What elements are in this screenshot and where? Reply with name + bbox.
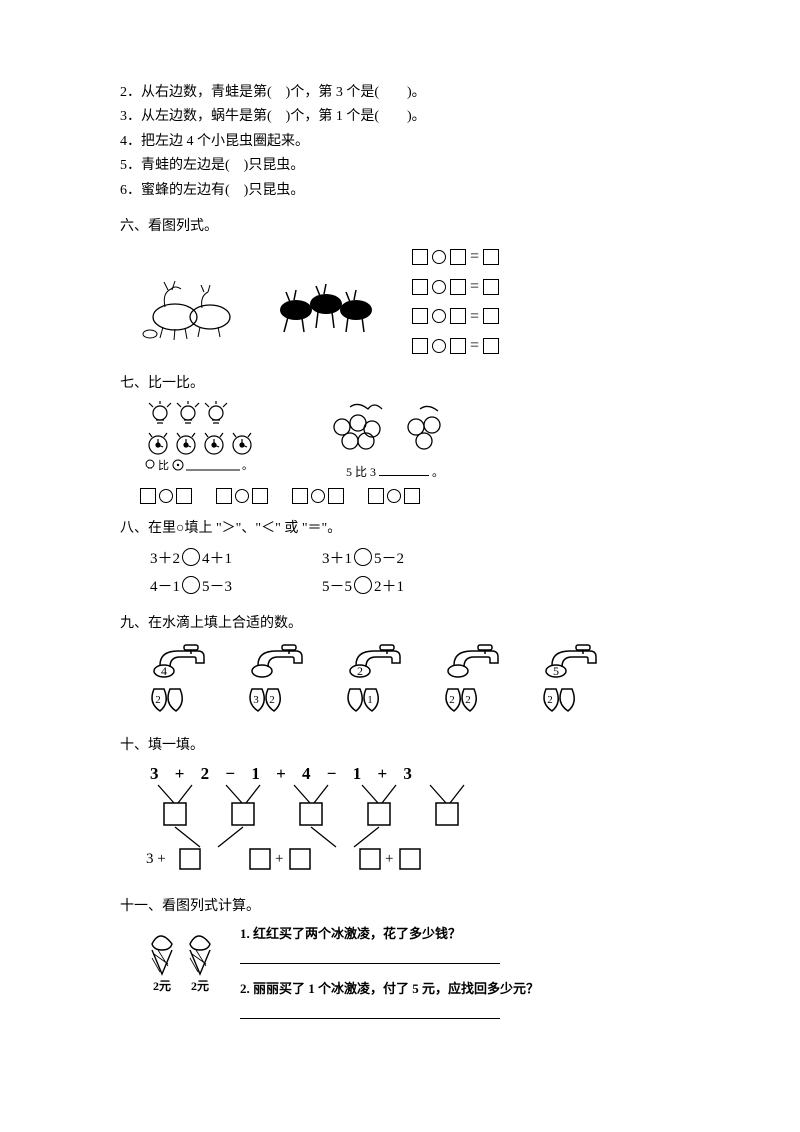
svg-text:比: 比 (158, 459, 169, 471)
cmp-cell: 4－15－3 (150, 575, 232, 599)
svg-text:+: + (385, 851, 393, 867)
cmp-cell: 5－52＋1 (322, 575, 404, 599)
question-5: 5．青蛙的左边是( )只昆虫。 (120, 155, 680, 177)
section-ten-title: 十、填一填。 (120, 735, 680, 757)
grapes (320, 401, 470, 459)
equation-stack: = = = = (412, 244, 499, 358)
svg-text:2: 2 (155, 694, 161, 706)
svg-text:4: 4 (161, 664, 167, 678)
chain-diagram: 3 + 2 − 1 + 4 − 1 + 3 3 (140, 763, 500, 873)
faucet-5: 5 2 (532, 641, 622, 721)
faucet-1: 4 2 (140, 641, 230, 721)
svg-text:2: 2 (449, 694, 455, 706)
question-6: 6．蜜蜂的左边有( )只昆虫。 (120, 180, 680, 202)
faucet-4: 2 2 (434, 641, 524, 721)
cmp-cell: 3＋24＋1 (150, 547, 232, 571)
icecream-pair: 2元 2元 (140, 924, 230, 1004)
question-3: 3．从左边数，蜗牛是第( )个，第 1 个是( )。 (120, 106, 680, 128)
eleven-q2: 2. 丽丽买了 1 个冰激凌，付了 5 元，应找回多少元？ (240, 979, 680, 1000)
caption-5v3: 5 比 3 (346, 465, 376, 479)
eleven-q1: 1. 红红买了两个冰激凌，花了多少钱？ (240, 924, 680, 945)
section-eleven-body: 2元 2元 1. 红红买了两个冰激凌，花了多少钱？ 2. 丽丽买了 1 个冰激凌… (140, 924, 680, 1025)
eq-line: = (412, 333, 499, 359)
cmp-cell: 3＋15－2 (322, 547, 404, 571)
question-2: 2．从右边数，青蛙是第( )个，第 3 个是( )。 (120, 82, 680, 104)
svg-text:3 +: 3 + (146, 851, 166, 867)
section-ten-figure: 3 + 2 − 1 + 4 − 1 + 3 3 (140, 763, 680, 881)
svg-text:2: 2 (465, 694, 471, 706)
section-six-title: 六、看图列式。 (120, 216, 680, 238)
section-six-figure: = = = = (130, 244, 680, 358)
eq-line: = (412, 304, 499, 330)
svg-text:。: 。 (242, 460, 253, 471)
svg-text:+: + (275, 851, 283, 867)
svg-text:2元: 2元 (153, 979, 171, 993)
section-nine-title: 九、在水滴上填上合适的数。 (120, 613, 680, 635)
bulbs-clocks: 比 。 (140, 401, 280, 471)
svg-text:1: 1 (367, 694, 373, 706)
faucet-3: 2 1 (336, 641, 426, 721)
svg-text:2元: 2元 (191, 979, 209, 993)
svg-text:2: 2 (269, 694, 275, 706)
svg-text:2: 2 (547, 694, 553, 706)
section-eight-title: 八、在里○填上 "＞"、"＜" 或 "＝"。 (120, 518, 680, 540)
question-4: 4．把左边 4 个小昆虫圈起来。 (120, 131, 680, 153)
period: 。 (432, 465, 444, 479)
svg-text:3: 3 (253, 694, 259, 706)
svg-text:5: 5 (553, 664, 559, 678)
section-seven-title: 七、比一比。 (120, 373, 680, 395)
deer-group-left (130, 262, 250, 342)
section-eleven-title: 十一、看图列式计算。 (120, 896, 680, 918)
deer-group-right (266, 262, 396, 342)
svg-text:3 + 2 − 1 + 4 − 1 + 3: 3 + 2 − 1 + 4 − 1 + 3 (150, 764, 418, 783)
section-eight-grid: 3＋24＋1 3＋15－2 4－15－3 5－52＋1 (150, 547, 680, 599)
worksheet-page: 2．从右边数，青蛙是第( )个，第 3 个是( )。 3．从左边数，蜗牛是第( … (0, 0, 800, 1065)
section-nine-faucets: 4 2 3 2 2 (140, 641, 680, 721)
svg-text:2: 2 (357, 664, 363, 678)
eq-line: = (412, 274, 499, 300)
faucet-2: 3 2 (238, 641, 328, 721)
compare-caption-right: 5 比 3 。 (346, 463, 444, 482)
eq-line: = (412, 244, 499, 270)
section-seven-figure: 比 。 5 比 3 (140, 401, 680, 482)
section-seven-answer-boxes (140, 488, 680, 504)
